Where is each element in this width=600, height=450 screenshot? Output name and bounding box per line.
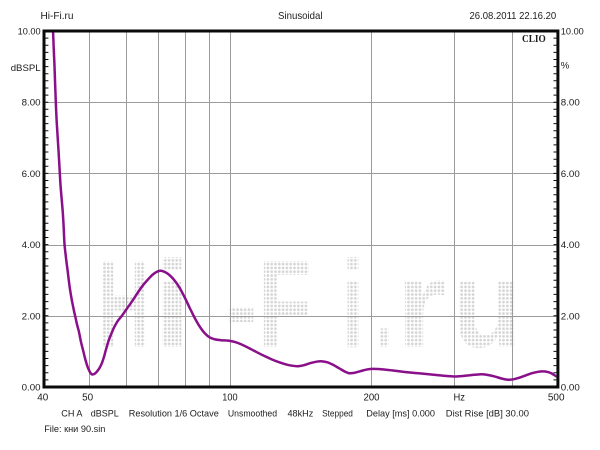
- svg-text:Sinusoidal: Sinusoidal: [278, 10, 323, 22]
- svg-text:Resolution 1/6 Octave: Resolution 1/6 Octave: [129, 408, 219, 418]
- svg-text:200: 200: [364, 393, 380, 404]
- svg-text:26.08.2011 22.16.20: 26.08.2011 22.16.20: [470, 10, 557, 22]
- svg-text:F: F: [258, 236, 312, 374]
- svg-text:i: i: [342, 236, 364, 374]
- svg-text:Dist Rise [dB] 30.00: Dist Rise [dB] 30.00: [446, 408, 529, 418]
- svg-text:Stepped: Stepped: [322, 408, 353, 418]
- svg-text:dBSPL: dBSPL: [91, 408, 119, 418]
- svg-text:0.00: 0.00: [22, 383, 41, 394]
- svg-text:40: 40: [37, 393, 48, 404]
- svg-text:Delay [ms] 0.000: Delay [ms] 0.000: [366, 408, 435, 418]
- svg-text:500: 500: [548, 393, 565, 404]
- svg-text:8.00: 8.00: [22, 98, 41, 109]
- svg-text:6.00: 6.00: [22, 169, 41, 180]
- svg-text:Unsmoothed: Unsmoothed: [228, 408, 277, 418]
- svg-text:dBSPL: dBSPL: [11, 63, 42, 74]
- svg-text:2.00: 2.00: [561, 311, 580, 322]
- svg-text:4.00: 4.00: [561, 240, 580, 251]
- svg-text:100: 100: [222, 393, 238, 404]
- svg-text:6.00: 6.00: [561, 169, 580, 180]
- svg-text:0.00: 0.00: [561, 383, 580, 394]
- svg-text:CLIO: CLIO: [522, 34, 546, 45]
- svg-text:%: %: [561, 60, 570, 71]
- svg-text:u: u: [452, 236, 522, 374]
- svg-text:r: r: [396, 236, 447, 374]
- svg-text:10.00: 10.00: [18, 27, 41, 38]
- svg-text:10.00: 10.00: [561, 27, 584, 38]
- svg-text:4.00: 4.00: [22, 240, 41, 251]
- svg-text:File: кни 90.sin: File: кни 90.sin: [44, 424, 105, 435]
- svg-text:i: i: [153, 236, 191, 374]
- svg-text:8.00: 8.00: [561, 98, 580, 109]
- svg-text:Hi-Fi.ru: Hi-Fi.ru: [41, 10, 74, 22]
- svg-text:48kHz: 48kHz: [288, 408, 314, 418]
- svg-text:50: 50: [82, 393, 93, 404]
- svg-text:2.00: 2.00: [22, 311, 41, 322]
- svg-text:CH A: CH A: [61, 408, 83, 418]
- svg-text:.: .: [375, 236, 393, 374]
- svg-text:Hz: Hz: [453, 393, 465, 404]
